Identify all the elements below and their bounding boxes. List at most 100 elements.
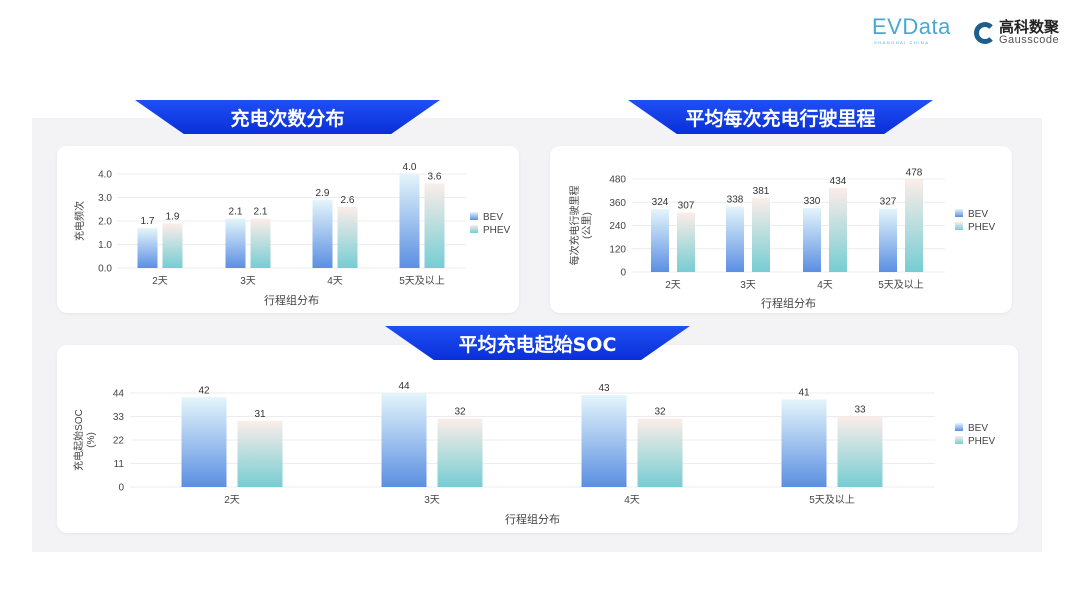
legend-swatch-phev [470, 225, 478, 233]
data-label: 4.0 [403, 162, 417, 173]
y-tick-label: 0 [620, 268, 626, 279]
y-tick-label: 11 [114, 459, 125, 470]
bar-bev [381, 393, 427, 487]
bar-phev [337, 206, 358, 268]
bar-phev [250, 218, 271, 268]
y-tick-label: 1.0 [98, 240, 112, 251]
y-tick-label: 120 [609, 244, 626, 255]
y-tick-label: 480 [609, 175, 626, 186]
y-tick-label: 3.0 [98, 193, 112, 204]
data-label: 2.6 [341, 195, 355, 206]
data-label: 478 [906, 167, 923, 178]
x-tick-label: 4天 [327, 276, 343, 287]
x-tick-label: 2天 [152, 276, 168, 287]
bar-phev [837, 416, 883, 487]
x-tick-label: 5天及以上 [399, 275, 445, 287]
legend-label-bev: BEV [968, 209, 988, 220]
y-axis-label: 充电起始SOC [72, 409, 85, 471]
chart-title-charge-count: 充电次数分布 [135, 100, 440, 134]
data-label: 327 [880, 197, 897, 208]
y-axis-label-unit: (%) [86, 432, 97, 448]
bar-phev [237, 420, 283, 487]
legend-swatch-phev [955, 436, 963, 444]
gausscode-logo-cn: 高科数聚 [999, 18, 1060, 36]
data-label: 2.9 [316, 188, 330, 199]
x-tick-label: 3天 [740, 280, 756, 291]
y-tick-label: 4.0 [98, 170, 112, 181]
bar-phev [162, 223, 183, 268]
x-tick-label: 4天 [817, 280, 833, 291]
data-label: 381 [753, 186, 770, 197]
legend-label-phev: PHEV [483, 225, 511, 236]
y-axis-label: 充电频次 [73, 201, 86, 241]
bar-bev [781, 399, 827, 487]
legend-label-bev: BEV [968, 423, 988, 434]
data-label: 1.7 [141, 216, 155, 227]
bar-bev [803, 208, 821, 272]
y-tick-label: 0.0 [98, 264, 112, 275]
bar-phev [677, 212, 695, 272]
legend-swatch-bev [955, 423, 963, 431]
data-label: 1.9 [166, 211, 180, 222]
x-axis-label: 行程组分布 [761, 296, 816, 310]
y-tick-label: 44 [113, 389, 125, 400]
legend-label-phev: PHEV [968, 222, 996, 233]
data-label: 42 [198, 385, 210, 396]
x-tick-label: 5天及以上 [809, 494, 855, 506]
bar-phev [905, 179, 923, 272]
x-tick-label: 2天 [665, 280, 681, 291]
bar-phev [424, 183, 445, 268]
bar-bev [581, 395, 627, 487]
legend-label-bev: BEV [483, 212, 503, 223]
evdata-logo: EVData [872, 14, 951, 39]
y-axis-label-unit: (公里) [581, 212, 593, 239]
evdata-logo-subtitle: SHANGHAI CHINA [874, 40, 930, 45]
bar-phev [437, 418, 483, 487]
gausscode-logo-en: Gausscode [999, 34, 1060, 46]
gausscode-logo-icon [974, 22, 996, 44]
data-label: 32 [654, 407, 666, 418]
x-tick-label: 4天 [624, 495, 640, 506]
data-label: 2.1 [229, 207, 243, 218]
gausscode-logo: 高科数聚 Gausscode [974, 20, 1059, 46]
y-tick-label: 22 [113, 436, 125, 447]
chart-title-start-soc: 平均充电起始SOC [385, 326, 690, 360]
data-label: 307 [678, 201, 695, 212]
data-label: 43 [598, 383, 610, 394]
bar-bev [312, 199, 333, 268]
data-label: 330 [804, 196, 821, 207]
data-label: 32 [454, 407, 466, 418]
data-label: 33 [854, 405, 866, 416]
legend-swatch-bev [955, 209, 963, 217]
bar-bev [726, 206, 744, 272]
data-label: 2.1 [254, 207, 268, 218]
bar-bev [137, 228, 158, 268]
x-tick-label: 3天 [240, 276, 256, 287]
data-label: 31 [254, 409, 266, 420]
legend-swatch-bev [470, 212, 478, 220]
y-tick-label: 33 [113, 412, 125, 423]
y-axis-label: 每次充电行驶里程 [568, 186, 581, 266]
x-tick-label: 3天 [424, 495, 440, 506]
legend-swatch-phev [955, 222, 963, 230]
bar-bev [651, 209, 669, 272]
bar-phev [752, 198, 770, 272]
data-label: 338 [727, 195, 744, 206]
bar-bev [181, 397, 227, 487]
bar-bev [879, 208, 897, 272]
bar-phev [829, 187, 847, 272]
bar-bev [399, 174, 420, 268]
y-tick-label: 2.0 [98, 217, 112, 228]
legend-label-phev: PHEV [968, 436, 996, 447]
data-label: 44 [398, 381, 410, 392]
x-axis-label: 行程组分布 [505, 512, 560, 526]
data-label: 324 [652, 197, 669, 208]
x-tick-label: 5天及以上 [878, 279, 924, 291]
card-mileage [550, 146, 1012, 313]
bar-bev [225, 218, 246, 268]
x-axis-label: 行程组分布 [264, 293, 319, 307]
y-tick-label: 0 [118, 483, 124, 494]
bar-phev [637, 418, 683, 487]
data-label: 41 [798, 387, 810, 398]
